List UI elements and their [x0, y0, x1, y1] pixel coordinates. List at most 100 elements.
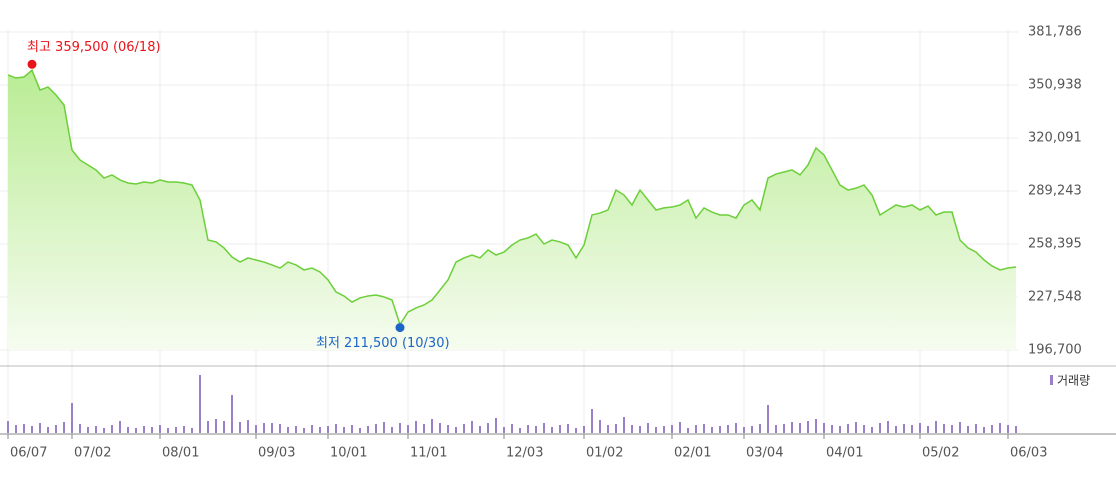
- volume-bar: [119, 421, 121, 433]
- volume-bar: [15, 425, 17, 433]
- annotation-label: 최저 211,500 (10/30): [316, 336, 450, 351]
- volume-bar: [391, 427, 393, 433]
- volume-bar: [535, 426, 537, 433]
- volume-bar: [255, 425, 257, 433]
- annotation-dot: [395, 323, 405, 333]
- volume-bar: [519, 428, 521, 433]
- volume-bar: [135, 428, 137, 433]
- volume-bar: [863, 425, 865, 433]
- y-tick-label: 258,395: [1028, 237, 1082, 252]
- volume-bar: [247, 420, 249, 433]
- volume-bar: [703, 424, 705, 433]
- x-tick-label: 03/04: [746, 446, 783, 461]
- annotation-dot: [27, 59, 37, 69]
- volume-bar: [79, 424, 81, 433]
- volume-bar: [575, 428, 577, 433]
- volume-bar: [623, 417, 625, 433]
- volume-bar: [679, 422, 681, 433]
- volume-bar: [487, 423, 489, 433]
- volume-bar: [7, 421, 9, 433]
- volume-bar: [103, 428, 105, 433]
- volume-bar: [407, 425, 409, 433]
- volume-bar: [199, 375, 201, 433]
- volume-bar: [751, 426, 753, 433]
- volume-bar: [439, 423, 441, 433]
- x-tick-label: 04/01: [826, 446, 863, 461]
- volume-bar: [591, 409, 593, 433]
- volume-bar: [767, 405, 769, 433]
- volume-bar: [583, 426, 585, 433]
- volume-bar: [431, 419, 433, 433]
- volume-bar: [295, 426, 297, 433]
- y-tick-label: 381,786: [1028, 25, 1082, 40]
- volume-bar: [847, 424, 849, 433]
- volume-bar: [975, 424, 977, 433]
- volume-bar: [687, 428, 689, 433]
- volume-bar: [599, 420, 601, 433]
- volume-bar: [495, 418, 497, 433]
- volume-bar: [63, 422, 65, 433]
- volume-legend-swatch: [1050, 375, 1053, 385]
- volume-bar: [455, 427, 457, 433]
- volume-bar: [471, 421, 473, 433]
- volume-bar: [879, 423, 881, 433]
- volume-bar: [423, 424, 425, 433]
- volume-bar: [279, 424, 281, 433]
- volume-bar: [223, 421, 225, 433]
- volume-bar: [207, 421, 209, 433]
- volume-bar: [663, 426, 665, 433]
- volume-bar: [311, 425, 313, 433]
- volume-bar: [151, 427, 153, 433]
- volume-bar: [559, 425, 561, 433]
- volume-bar: [887, 421, 889, 433]
- volume-bar: [1015, 426, 1017, 433]
- volume-bar: [903, 424, 905, 433]
- volume-bar: [799, 423, 801, 433]
- volume-bar: [839, 426, 841, 433]
- price-line: [7, 69, 1017, 327]
- volume-bar: [327, 426, 329, 433]
- area-fill: [8, 70, 1016, 350]
- x-tick-label: 11/01: [410, 446, 447, 461]
- y-tick-label: 320,091: [1028, 130, 1082, 145]
- y-tick-label: 350,938: [1028, 78, 1082, 93]
- volume-bar: [959, 422, 961, 433]
- volume-bar: [303, 428, 305, 433]
- x-tick-label: 01/02: [586, 446, 623, 461]
- volume-bar: [287, 427, 289, 433]
- volume-bar: [831, 425, 833, 433]
- x-tick-label: 12/03: [506, 446, 543, 461]
- volume-bar: [615, 424, 617, 433]
- volume-bar: [511, 424, 513, 433]
- volume-bar: [343, 427, 345, 433]
- volume-bar: [31, 426, 33, 433]
- volume-bar: [551, 427, 553, 433]
- volume-bar: [951, 425, 953, 433]
- volume-bar: [671, 425, 673, 433]
- volume-bar: [23, 424, 25, 433]
- volume-bar: [911, 425, 913, 433]
- volume-bar: [991, 425, 993, 433]
- volume-bar: [319, 427, 321, 433]
- x-tick-label: 05/02: [922, 446, 959, 461]
- volume-bar: [415, 421, 417, 433]
- volume-bar: [1007, 425, 1009, 433]
- x-tick-label: 02/01: [674, 446, 711, 461]
- volume-bar: [735, 423, 737, 433]
- volume-bar: [759, 424, 761, 433]
- volume-bar: [999, 423, 1001, 433]
- volume-bar: [783, 424, 785, 433]
- volume-bar: [55, 425, 57, 433]
- volume-bar: [967, 426, 969, 433]
- volume-bar: [87, 427, 89, 433]
- annotation-label: 최고 359,500 (06/18): [27, 40, 161, 55]
- volume-bar: [367, 426, 369, 433]
- volume-bar: [375, 424, 377, 433]
- volume-bar: [383, 422, 385, 433]
- volume-bar: [719, 426, 721, 433]
- volume-bar: [71, 403, 73, 433]
- x-tick-label: 08/01: [162, 446, 199, 461]
- volume-bar: [95, 426, 97, 433]
- volume-bar: [871, 427, 873, 433]
